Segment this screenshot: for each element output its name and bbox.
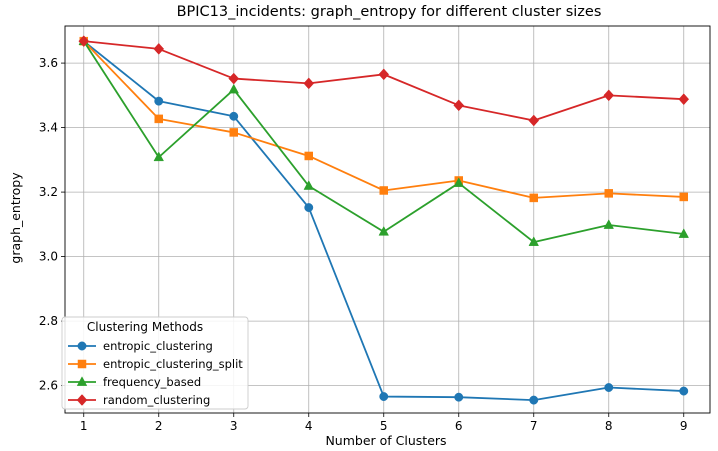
legend-marker-entropic_clustering_split — [77, 359, 87, 369]
x-tick-label: 2 — [155, 419, 163, 433]
chart-title: BPIC13_incidents: graph_entropy for diff… — [177, 4, 602, 20]
data-point-frequency_based — [528, 236, 539, 246]
series-entropic_clustering_split — [79, 36, 688, 203]
x-tick-label: 1 — [80, 419, 88, 433]
data-point-frequency_based — [228, 83, 239, 94]
x-tick-label: 3 — [230, 419, 238, 433]
data-point-frequency_based — [378, 226, 389, 236]
data-point-frequency_based — [303, 180, 314, 190]
data-point-entropic_clustering — [379, 392, 389, 402]
data-point-frequency_based — [453, 177, 464, 187]
legend-marker-frequency_based — [76, 376, 88, 386]
data-point-entropic_clustering_split — [229, 128, 238, 137]
x-tick-label: 5 — [380, 419, 388, 433]
x-tick-label: 6 — [455, 419, 463, 433]
data-point-random_clustering — [528, 114, 540, 127]
data-point-random_clustering — [678, 93, 690, 106]
x-tick-label: 8 — [605, 419, 613, 433]
data-point-entropic_clustering — [229, 111, 239, 121]
data-point-frequency_based — [678, 228, 689, 238]
data-point-random_clustering — [228, 72, 240, 85]
data-point-entropic_clustering_split — [604, 189, 613, 198]
y-tick-label: 3.6 — [39, 56, 58, 70]
data-point-entropic_clustering_split — [304, 151, 313, 161]
y-tick-label: 3.0 — [39, 250, 58, 264]
data-point-random_clustering — [453, 99, 465, 112]
data-point-random_clustering — [303, 77, 315, 90]
data-point-entropic_clustering — [304, 203, 314, 213]
legend-box — [61, 316, 249, 410]
series-random_clustering — [78, 35, 690, 127]
data-point-random_clustering — [78, 35, 90, 48]
x-tick-label: 7 — [530, 419, 538, 433]
data-point-entropic_clustering_split — [529, 193, 538, 203]
legend: Clustering Methods entropic_clusteringent… — [61, 316, 249, 410]
y-tick-label: 3.2 — [39, 185, 58, 199]
axis-ticks: 1 2 3 4 5 6 7 8 9 2.6 2.8 3.0 3.2 3.4 3.6 — [39, 56, 688, 433]
legend-marker-entropic_clustering — [77, 341, 87, 351]
legend-label-random_clustering: random_clustering — [103, 393, 210, 407]
legend-label-entropic_clustering: entropic_clustering — [103, 339, 213, 353]
y-tick-label: 3.4 — [39, 121, 58, 135]
legend-label-frequency_based: frequency_based — [103, 375, 201, 389]
data-point-entropic_clustering — [529, 395, 539, 405]
series-layer — [78, 35, 690, 405]
data-point-entropic_clustering — [604, 383, 614, 392]
data-point-entropic_clustering — [454, 392, 464, 402]
x-tick-label: 4 — [305, 419, 313, 433]
y-axis-label: graph_entropy — [8, 172, 23, 264]
x-axis-label: Number of Clusters — [325, 433, 446, 448]
data-point-frequency_based — [153, 151, 164, 162]
legend-title: Clustering Methods — [87, 320, 203, 334]
data-point-random_clustering — [153, 43, 165, 55]
data-point-random_clustering — [603, 89, 615, 102]
plot-frame — [64, 25, 711, 414]
data-point-entropic_clustering_split — [379, 186, 388, 195]
legend-label-entropic_clustering_split: entropic_clustering_split — [103, 357, 243, 371]
data-point-entropic_clustering — [154, 96, 164, 106]
y-tick-label: 2.6 — [39, 379, 58, 393]
x-tick-label: 9 — [680, 419, 688, 433]
legend-marker-random_clustering — [76, 394, 88, 406]
y-tick-label: 2.8 — [39, 314, 58, 328]
data-point-entropic_clustering_split — [154, 114, 163, 124]
data-point-frequency_based — [603, 219, 614, 229]
data-point-entropic_clustering_split — [679, 192, 688, 202]
data-point-random_clustering — [378, 68, 390, 81]
data-point-entropic_clustering — [679, 386, 689, 396]
